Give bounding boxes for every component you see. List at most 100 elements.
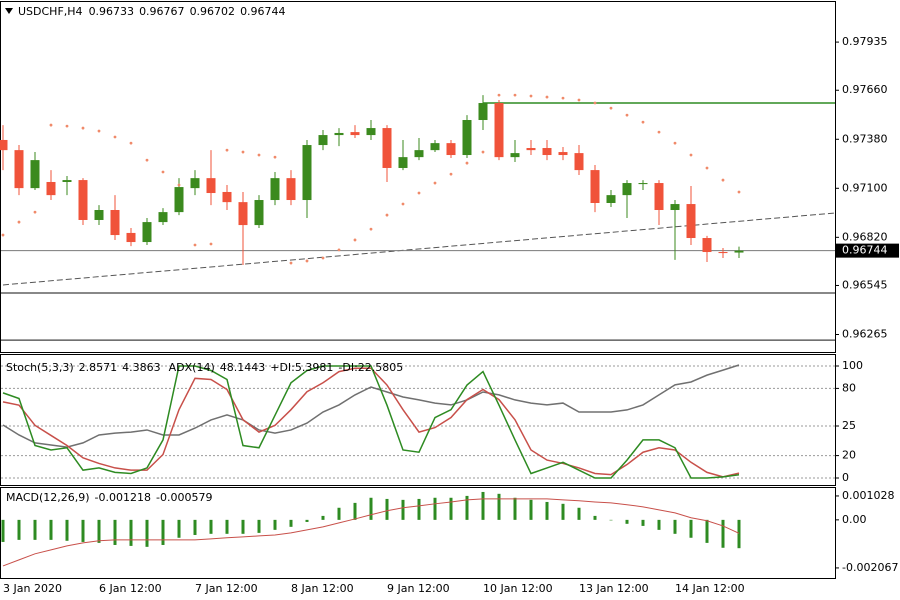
candle-body bbox=[702, 238, 712, 253]
histogram-bar bbox=[225, 519, 229, 534]
candle-body bbox=[254, 200, 264, 226]
y-tick-label: 0.97100 bbox=[842, 181, 888, 194]
plus-di: +DI:5.3981 bbox=[270, 361, 333, 374]
sar-dot bbox=[577, 98, 581, 102]
sar-dot bbox=[657, 130, 661, 134]
candle-body bbox=[718, 252, 728, 254]
sar-dot bbox=[193, 243, 197, 247]
candle-body bbox=[558, 152, 568, 156]
y-tick-label: 0.001028 bbox=[842, 489, 895, 502]
histogram-bar bbox=[97, 519, 101, 543]
candle-body bbox=[126, 232, 136, 243]
candle-body bbox=[574, 153, 584, 171]
histogram-bar bbox=[577, 507, 581, 520]
price-panel bbox=[0, 1, 836, 353]
histogram-bar bbox=[497, 493, 501, 520]
sar-dot bbox=[625, 113, 629, 117]
histogram-bar bbox=[449, 497, 453, 520]
indicator-line bbox=[2, 364, 740, 448]
x-tick-label: 14 Jan 12:00 bbox=[675, 582, 745, 595]
candle-body bbox=[302, 145, 312, 201]
candle-body bbox=[78, 180, 88, 220]
stoch-title: Stoch(5,3,3) bbox=[6, 361, 74, 374]
candle-body bbox=[46, 181, 56, 196]
candle-body bbox=[590, 170, 600, 204]
y-tick-label: 0.96545 bbox=[842, 278, 888, 291]
histogram-bar bbox=[689, 519, 693, 538]
histogram-bar bbox=[113, 519, 117, 545]
sar-dot bbox=[609, 106, 613, 110]
y-tick-label: -0.002067 bbox=[842, 561, 898, 574]
sar-dot bbox=[161, 170, 165, 174]
sar-dot bbox=[145, 158, 149, 162]
macd-value: -0.001218 bbox=[95, 491, 151, 504]
candle-body bbox=[542, 148, 552, 156]
x-tick-label: 10 Jan 12:00 bbox=[483, 582, 553, 595]
y-tick-label: 0.00 bbox=[842, 513, 867, 526]
y-tick-label: 0 bbox=[842, 471, 849, 484]
histogram-bar bbox=[721, 519, 725, 548]
candle-body bbox=[638, 183, 648, 185]
x-tick-label: 9 Jan 12:00 bbox=[387, 582, 450, 595]
sar-dot bbox=[593, 101, 597, 105]
candle-body bbox=[270, 178, 280, 201]
sar-dot bbox=[65, 124, 69, 128]
sar-dot bbox=[321, 256, 325, 260]
x-tick-label: 6 Jan 12:00 bbox=[99, 582, 162, 595]
price-tag-label: 0.96744 bbox=[842, 244, 888, 257]
sar-dot bbox=[513, 93, 517, 97]
minus-di: -DI:22.5805 bbox=[338, 361, 403, 374]
sar-dot bbox=[673, 141, 677, 145]
candle-body bbox=[366, 128, 376, 136]
sar-dot bbox=[721, 178, 725, 182]
candle-body bbox=[174, 187, 184, 213]
sar-dot bbox=[337, 248, 341, 252]
open-value: 0.96733 bbox=[89, 5, 135, 18]
sar-dot bbox=[641, 120, 645, 124]
signal-value: -0.000579 bbox=[156, 491, 212, 504]
sar-dot bbox=[209, 242, 213, 246]
histogram-bar bbox=[81, 519, 85, 542]
candle-body bbox=[110, 210, 120, 236]
sar-dot bbox=[497, 93, 501, 97]
stoch-d: 4.3863 bbox=[122, 361, 161, 374]
sar-dot bbox=[529, 94, 533, 98]
candle-body bbox=[414, 150, 424, 158]
sar-dot bbox=[33, 210, 37, 214]
sar-dot bbox=[433, 181, 437, 185]
y-tick-label: 0.96820 bbox=[842, 230, 888, 243]
sar-dot bbox=[1, 233, 5, 237]
candle-body bbox=[62, 180, 72, 182]
candle-body bbox=[606, 195, 616, 204]
sar-dot bbox=[273, 155, 277, 159]
macd-panel bbox=[0, 487, 836, 579]
symbol: USDCHF,H4 bbox=[18, 5, 83, 18]
marks: 0.97935 0.97660 0.97380 0.97100 0.96820 0.965… bbox=[0, 35, 899, 595]
candle-body bbox=[334, 132, 344, 136]
histogram-bar bbox=[161, 519, 165, 545]
histogram-bar bbox=[513, 497, 517, 520]
sar-dot bbox=[417, 191, 421, 195]
sar-dot bbox=[689, 153, 693, 157]
menu-arrow[interactable] bbox=[5, 8, 13, 14]
sar-dot bbox=[385, 213, 389, 217]
sar-dot bbox=[257, 153, 261, 157]
sar-dot bbox=[97, 129, 101, 133]
candle-body bbox=[94, 210, 104, 220]
sar-dot bbox=[561, 96, 565, 100]
candle-body bbox=[654, 183, 664, 211]
sar-dot bbox=[465, 161, 469, 165]
histogram-bar bbox=[33, 519, 37, 540]
signal-line bbox=[2, 498, 740, 567]
y-tick-label: 80 bbox=[842, 381, 856, 394]
candle-body bbox=[382, 128, 392, 168]
candle-body bbox=[526, 148, 536, 151]
histogram-bar bbox=[657, 519, 661, 530]
candle-body bbox=[686, 204, 696, 239]
sar-dot bbox=[129, 141, 133, 145]
histogram-bar bbox=[593, 515, 597, 520]
stoch-header: Stoch(5,3,3) 2.8571 4.3863 ADX(14) 48.1443 +D… bbox=[6, 361, 403, 374]
sar-dot bbox=[241, 150, 245, 154]
sar-dot bbox=[353, 238, 357, 242]
histogram-bar bbox=[737, 519, 741, 549]
